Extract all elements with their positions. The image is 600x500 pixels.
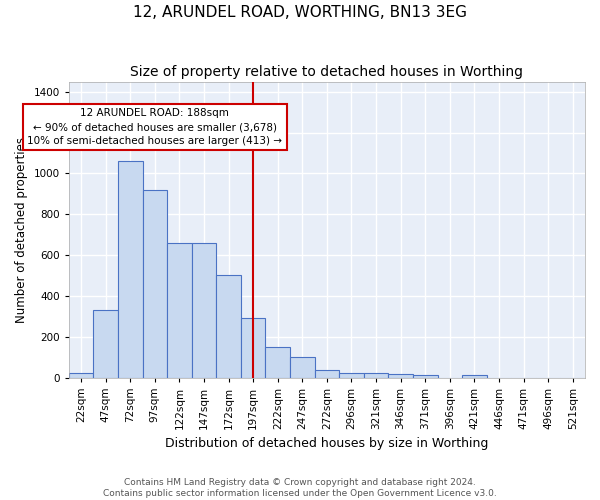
- X-axis label: Distribution of detached houses by size in Worthing: Distribution of detached houses by size …: [165, 437, 488, 450]
- Bar: [462, 376, 487, 378]
- Bar: [118, 161, 143, 378]
- Text: 12 ARUNDEL ROAD: 188sqm
← 90% of detached houses are smaller (3,678)
10% of semi: 12 ARUNDEL ROAD: 188sqm ← 90% of detache…: [28, 108, 283, 146]
- Bar: [167, 243, 192, 378]
- Bar: [94, 310, 118, 378]
- Bar: [314, 370, 339, 378]
- Y-axis label: Number of detached properties: Number of detached properties: [15, 136, 28, 322]
- Bar: [290, 357, 314, 378]
- Bar: [413, 376, 437, 378]
- Bar: [69, 374, 94, 378]
- Bar: [192, 243, 217, 378]
- Title: Size of property relative to detached houses in Worthing: Size of property relative to detached ho…: [130, 65, 523, 79]
- Bar: [265, 347, 290, 378]
- Bar: [241, 318, 265, 378]
- Bar: [143, 190, 167, 378]
- Bar: [388, 374, 413, 378]
- Text: Contains HM Land Registry data © Crown copyright and database right 2024.
Contai: Contains HM Land Registry data © Crown c…: [103, 478, 497, 498]
- Text: 12, ARUNDEL ROAD, WORTHING, BN13 3EG: 12, ARUNDEL ROAD, WORTHING, BN13 3EG: [133, 5, 467, 20]
- Bar: [364, 374, 388, 378]
- Bar: [339, 374, 364, 378]
- Bar: [217, 276, 241, 378]
